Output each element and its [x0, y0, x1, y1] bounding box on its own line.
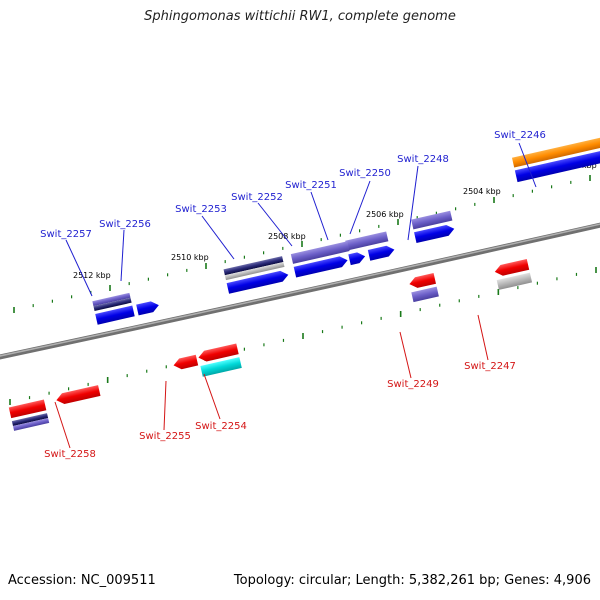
gene-feature: [200, 357, 242, 377]
gene-feature: [223, 256, 284, 276]
gene-feature: [136, 301, 159, 316]
gene-feature: [92, 292, 131, 307]
gene-label-forward: Swit_2256: [99, 219, 151, 230]
gene-label-forward: Swit_2257: [40, 229, 92, 240]
gene-feature: [367, 245, 395, 261]
gene-label-reverse: Swit_2255: [139, 431, 191, 442]
map-title: Sphingomonas wittichii RW1, complete gen…: [144, 9, 456, 24]
scale-label: 2506 kbp: [366, 210, 404, 219]
gene-feature: [93, 297, 132, 312]
gene-label-forward: Swit_2248: [397, 154, 449, 165]
gene-feature: [95, 305, 135, 325]
gene-feature: [198, 343, 239, 362]
gene-feature: [226, 270, 289, 294]
gene-feature: [511, 124, 600, 168]
genome-backbone-highlight: [0, 223, 600, 357]
leader-line: [203, 373, 221, 420]
gene-feature: [290, 241, 350, 264]
gene-feature: [8, 399, 47, 419]
gene-label-reverse: Swit_2249: [387, 379, 439, 390]
gene-feature: [345, 231, 389, 251]
gene-label-forward: Swit_2252: [231, 192, 283, 203]
leader-line: [399, 331, 412, 379]
gene-labels: Swit_2246 Swit_2248 Swit_2250 Swit_2251 …: [40, 130, 546, 460]
scale-label: 2512 kbp: [73, 271, 111, 280]
gene-label-reverse: Swit_2258: [44, 449, 96, 460]
gene-feature: [411, 286, 439, 303]
leader-line: [120, 229, 125, 282]
leader-line: [257, 202, 293, 247]
leader-line: [310, 191, 329, 241]
gene-feature: [224, 261, 285, 281]
genome-summary-text: Topology: circular; Length: 5,382,261 bp…: [233, 573, 591, 588]
gene-feature: [293, 256, 348, 278]
leader-line: [65, 239, 93, 297]
gene-feature: [11, 413, 49, 426]
gene-feature: [348, 252, 366, 266]
scale-label: 2504 kbp: [463, 187, 501, 196]
leader-line: [518, 142, 537, 188]
leader-line: [349, 180, 371, 235]
gene-feature: [494, 258, 530, 276]
scale-ticks: [9, 175, 597, 405]
genome-backbone: [0, 222, 600, 360]
gene-label-forward: Swit_2253: [175, 204, 227, 215]
gene-feature: [411, 210, 453, 230]
accession-text: Accession: NC_009511: [8, 573, 156, 588]
leader-line: [54, 401, 71, 449]
leader-line: [407, 165, 419, 241]
feature-tracks: [8, 124, 600, 431]
gene-feature: [173, 354, 199, 370]
gene-feature: [514, 138, 600, 183]
leader-line: [477, 314, 489, 361]
gene-label-forward: Swit_2250: [339, 168, 391, 179]
label-leaders: [54, 142, 537, 449]
gene-feature: [496, 272, 533, 290]
gene-label-reverse: Swit_2254: [195, 421, 247, 432]
gene-feature: [414, 224, 455, 244]
scale-label: 2508 kbp: [268, 232, 306, 241]
gene-label-forward: Swit_2251: [285, 180, 337, 191]
gene-label-reverse: Swit_2247: [464, 361, 516, 372]
gene-feature: [12, 417, 50, 431]
leader-line: [201, 215, 235, 260]
gene-label-forward: Swit_2246: [494, 130, 546, 141]
gene-feature: [56, 385, 101, 405]
leader-line: [163, 380, 167, 431]
gene-feature: [409, 272, 436, 288]
scale-label: 2510 kbp: [171, 253, 209, 262]
